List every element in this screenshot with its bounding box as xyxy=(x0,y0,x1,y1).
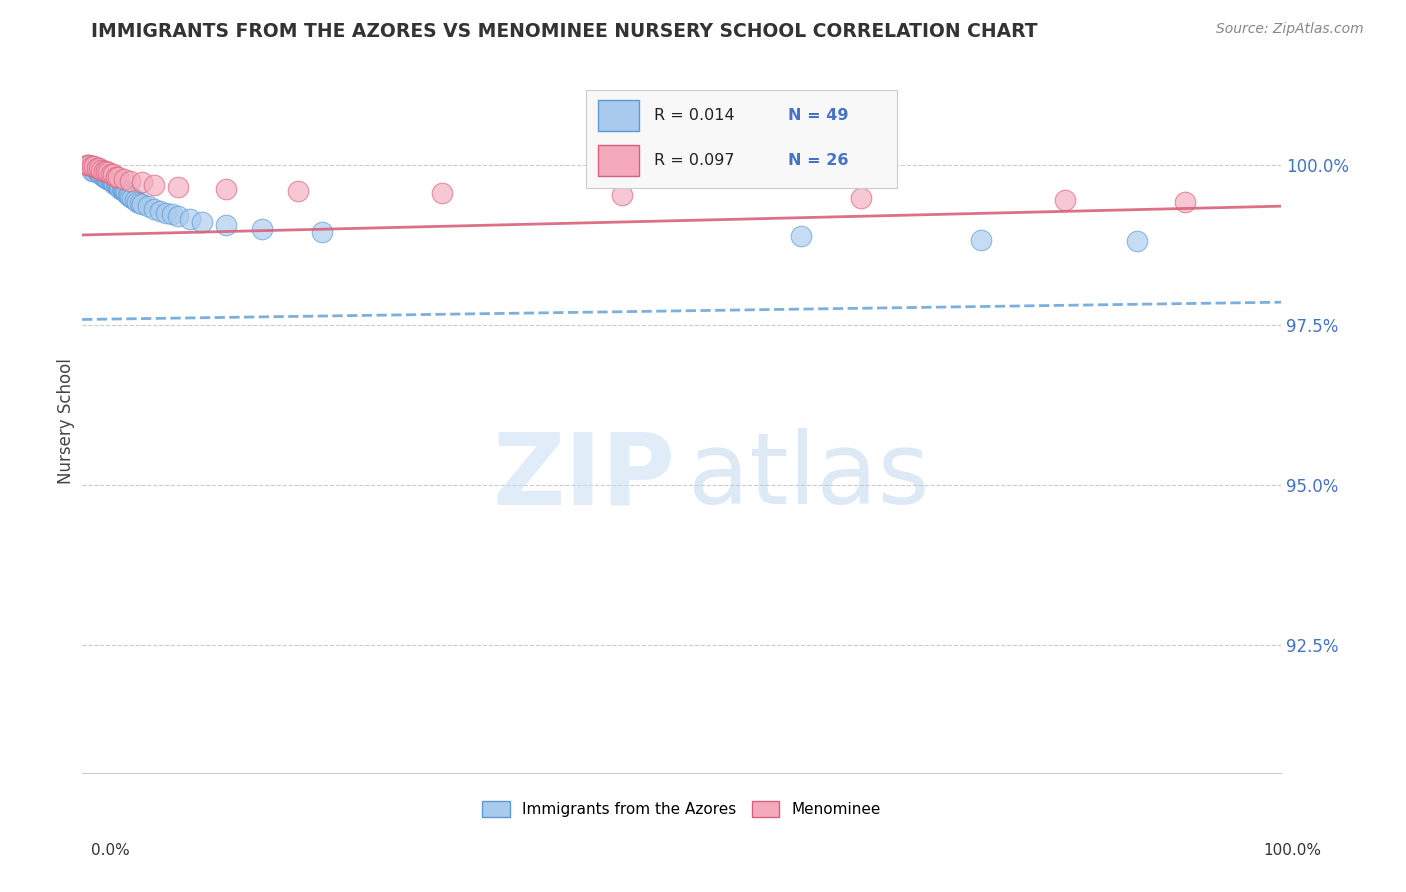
Point xyxy=(287,185,309,199)
Point xyxy=(118,188,141,202)
Point xyxy=(90,167,112,181)
Point xyxy=(111,182,134,196)
Point xyxy=(83,164,105,178)
Point xyxy=(98,171,121,186)
Point xyxy=(100,173,122,187)
Point xyxy=(111,183,134,197)
Point xyxy=(1054,193,1077,207)
Point xyxy=(250,221,273,235)
Point xyxy=(110,182,132,196)
Point xyxy=(121,191,143,205)
Point xyxy=(128,196,150,211)
Y-axis label: Nursery School: Nursery School xyxy=(58,358,75,483)
Point xyxy=(112,171,135,186)
Point xyxy=(107,170,129,185)
Point xyxy=(117,188,139,202)
Point xyxy=(103,176,125,190)
Point xyxy=(108,180,131,194)
Point xyxy=(149,203,172,218)
Point xyxy=(94,170,117,185)
Point xyxy=(103,167,125,181)
Point xyxy=(100,167,122,181)
Point xyxy=(136,199,159,213)
Point xyxy=(86,164,108,178)
Point xyxy=(167,180,190,194)
Point xyxy=(107,178,129,192)
Point xyxy=(430,186,453,201)
Point xyxy=(93,170,115,185)
Point xyxy=(76,157,98,171)
Point xyxy=(80,159,103,173)
Point xyxy=(167,209,190,223)
Point xyxy=(105,178,128,192)
Text: 100.0%: 100.0% xyxy=(1264,843,1322,858)
Point xyxy=(143,178,166,192)
Point xyxy=(155,205,177,219)
Point xyxy=(115,186,138,201)
Legend: Immigrants from the Azores, Menominee: Immigrants from the Azores, Menominee xyxy=(475,794,889,825)
Text: IMMIGRANTS FROM THE AZORES VS MENOMINEE NURSERY SCHOOL CORRELATION CHART: IMMIGRANTS FROM THE AZORES VS MENOMINEE … xyxy=(91,22,1038,41)
Point xyxy=(87,161,110,175)
Point xyxy=(970,233,993,247)
Point xyxy=(94,164,117,178)
Point xyxy=(790,229,813,244)
Point xyxy=(103,177,125,191)
Point xyxy=(89,167,111,181)
Point xyxy=(127,194,149,209)
Point xyxy=(104,177,127,191)
Point xyxy=(131,176,153,190)
Point xyxy=(120,189,142,203)
Point xyxy=(120,173,142,187)
Point xyxy=(143,202,166,217)
Point xyxy=(93,164,115,178)
Point xyxy=(77,157,100,171)
Point xyxy=(97,165,120,179)
Point xyxy=(83,159,105,173)
Point xyxy=(1174,194,1197,209)
Point xyxy=(610,188,633,202)
Point xyxy=(86,161,108,175)
Point xyxy=(114,185,136,199)
Point xyxy=(131,197,153,211)
Text: atlas: atlas xyxy=(688,428,929,525)
Point xyxy=(851,191,873,205)
Point xyxy=(101,173,124,187)
Point xyxy=(79,157,101,171)
Text: 0.0%: 0.0% xyxy=(91,843,131,858)
Point xyxy=(215,219,238,233)
Point xyxy=(112,185,135,199)
Point xyxy=(80,164,103,178)
Point xyxy=(1126,235,1149,249)
Point xyxy=(90,162,112,177)
Text: ZIP: ZIP xyxy=(492,428,675,525)
Point xyxy=(124,193,146,207)
Point xyxy=(179,211,201,226)
Point xyxy=(94,170,117,185)
Point xyxy=(104,170,127,185)
Point xyxy=(215,182,238,196)
Point xyxy=(160,207,183,221)
Point xyxy=(191,215,214,229)
Text: Source: ZipAtlas.com: Source: ZipAtlas.com xyxy=(1216,22,1364,37)
Point xyxy=(97,171,120,186)
Point xyxy=(96,171,118,186)
Point xyxy=(311,225,333,239)
Point xyxy=(86,164,108,178)
